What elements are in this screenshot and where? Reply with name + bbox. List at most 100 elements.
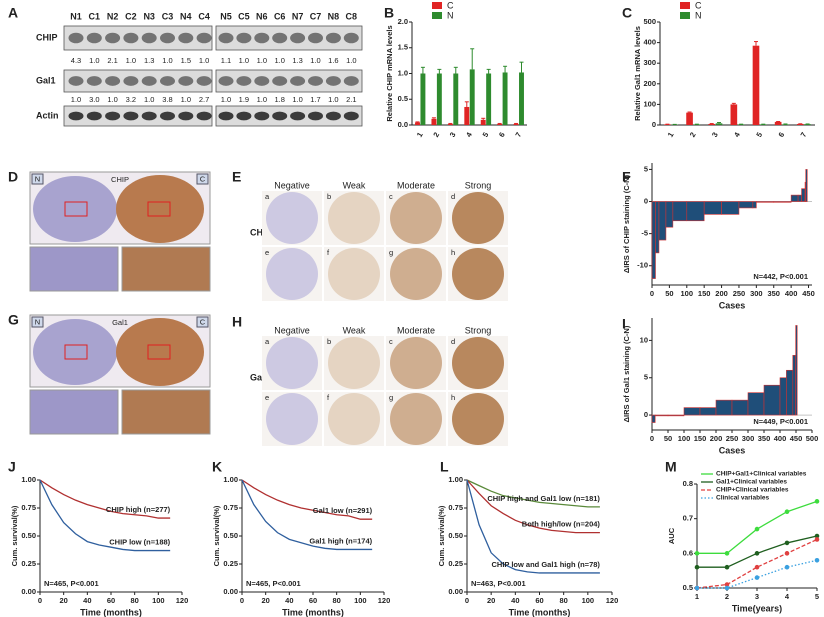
curve-label: CHIP high and Gal1 low (n=181)	[487, 494, 600, 503]
x-tick-label: 20	[261, 596, 269, 605]
bar	[480, 119, 486, 125]
grade-label: Moderate	[397, 325, 435, 335]
band-ratio: 1.0	[181, 95, 191, 104]
x-axis-label: Cases	[719, 300, 746, 310]
band-ratio: 2.7	[199, 95, 209, 104]
band-ratio: 1.0	[107, 95, 117, 104]
bar	[447, 123, 453, 125]
tissue-core	[328, 248, 380, 300]
survival-curve	[466, 479, 600, 508]
band-ratio: 1.0	[274, 56, 284, 65]
waterfall-bar	[790, 194, 799, 202]
x-tick-label: 3	[710, 131, 720, 139]
y-axis-label: Cum. survival(%)	[10, 505, 19, 566]
x-tick-label: 2	[688, 131, 698, 139]
auc-point	[754, 575, 760, 580]
y-tick-label: 0.7	[683, 514, 693, 523]
tissue-normal	[33, 176, 117, 242]
grade-label: Strong	[465, 325, 492, 335]
y-tick-label: 1.00	[223, 475, 238, 484]
lane-label: N7	[292, 11, 304, 21]
bar	[730, 104, 738, 125]
x-tick-label: 150	[698, 289, 711, 298]
waterfall-bar	[654, 414, 669, 417]
x-tick-label: 250	[733, 289, 746, 298]
y-tick-label: -10	[637, 261, 648, 270]
blot-strip	[215, 105, 363, 127]
x-tick-label: 4	[785, 592, 790, 601]
subpanel-letter: g	[389, 248, 393, 257]
y-tick-label: 0	[644, 410, 648, 419]
blot-band	[218, 76, 234, 86]
waterfall-bar	[667, 414, 685, 417]
blot-band	[218, 111, 234, 121]
x-axis-label: Time(years)	[732, 603, 782, 613]
subpanel-letter: e	[265, 248, 269, 257]
y-tick-label: -5	[641, 229, 648, 238]
blot-band	[343, 111, 359, 121]
bar	[759, 124, 767, 125]
y-axis-label: Cum. survival(%)	[212, 505, 221, 566]
subpanel-letter: c	[389, 192, 393, 201]
legend-label: N	[447, 10, 454, 20]
bar	[464, 106, 470, 125]
waterfall-bar	[747, 392, 765, 416]
waterfall-bar	[672, 201, 688, 222]
grade-label: Strong	[465, 180, 492, 190]
lane-label: C7	[310, 11, 322, 21]
panel-letter: B	[384, 5, 394, 21]
x-tick-label: 80	[332, 596, 340, 605]
tissue-core	[266, 248, 318, 300]
bar	[804, 124, 811, 125]
y-tick-label: 0.50	[21, 531, 36, 540]
blot-band	[68, 32, 84, 44]
y-tick-label: 0.5	[398, 94, 408, 103]
auc-point	[754, 551, 760, 556]
x-tick-label: 500	[806, 434, 819, 443]
x-tick-label: 200	[710, 434, 723, 443]
band-ratio: 1.6	[328, 56, 338, 65]
x-tick-label: 4	[464, 130, 474, 139]
y-tick-label: 200	[643, 79, 656, 88]
blot-band	[236, 76, 252, 86]
auc-point	[724, 582, 730, 587]
x-tick-label: 100	[681, 289, 694, 298]
tag-box	[196, 173, 209, 185]
waterfall-bar	[786, 369, 794, 416]
waterfall-bar	[665, 201, 674, 228]
y-tick-label: 0.75	[223, 503, 238, 512]
x-axis-label: Time (months)	[509, 607, 571, 617]
y-tick-label: 0.50	[223, 531, 238, 540]
survival-curve	[466, 479, 600, 534]
panel-letter: I	[622, 316, 626, 332]
x-tick-label: 7	[513, 131, 523, 139]
x-tick-label: 300	[750, 289, 763, 298]
bar	[708, 123, 716, 125]
auc-point	[784, 509, 790, 515]
bar	[693, 124, 701, 125]
y-tick-label: 1.5	[398, 43, 408, 52]
blot-band	[86, 111, 102, 121]
waterfall-bar	[763, 384, 781, 416]
x-tick-label: 5	[754, 131, 764, 139]
band-ratio: 1.9	[239, 95, 249, 104]
band-ratio: 1.0	[221, 95, 231, 104]
band-ratio: 1.0	[239, 56, 249, 65]
x-tick-label: 3	[448, 131, 458, 139]
panel-letter: H	[232, 314, 242, 330]
subpanel-letter: e	[265, 393, 269, 402]
panel-letter: K	[212, 459, 222, 475]
band-ratio: 3.0	[89, 95, 99, 104]
y-tick-label: 5	[644, 373, 648, 382]
auc-point	[814, 499, 820, 504]
blot-band	[308, 32, 323, 44]
auc-point	[724, 564, 730, 570]
x-tick-label: 7	[799, 131, 809, 139]
tissue-core	[266, 337, 318, 389]
band-ratio: 1.1	[221, 56, 231, 65]
x-tick-label: 60	[535, 596, 543, 605]
zoom-normal	[29, 246, 119, 292]
bar	[486, 73, 492, 125]
bar	[664, 124, 671, 125]
blot-band	[123, 76, 139, 86]
